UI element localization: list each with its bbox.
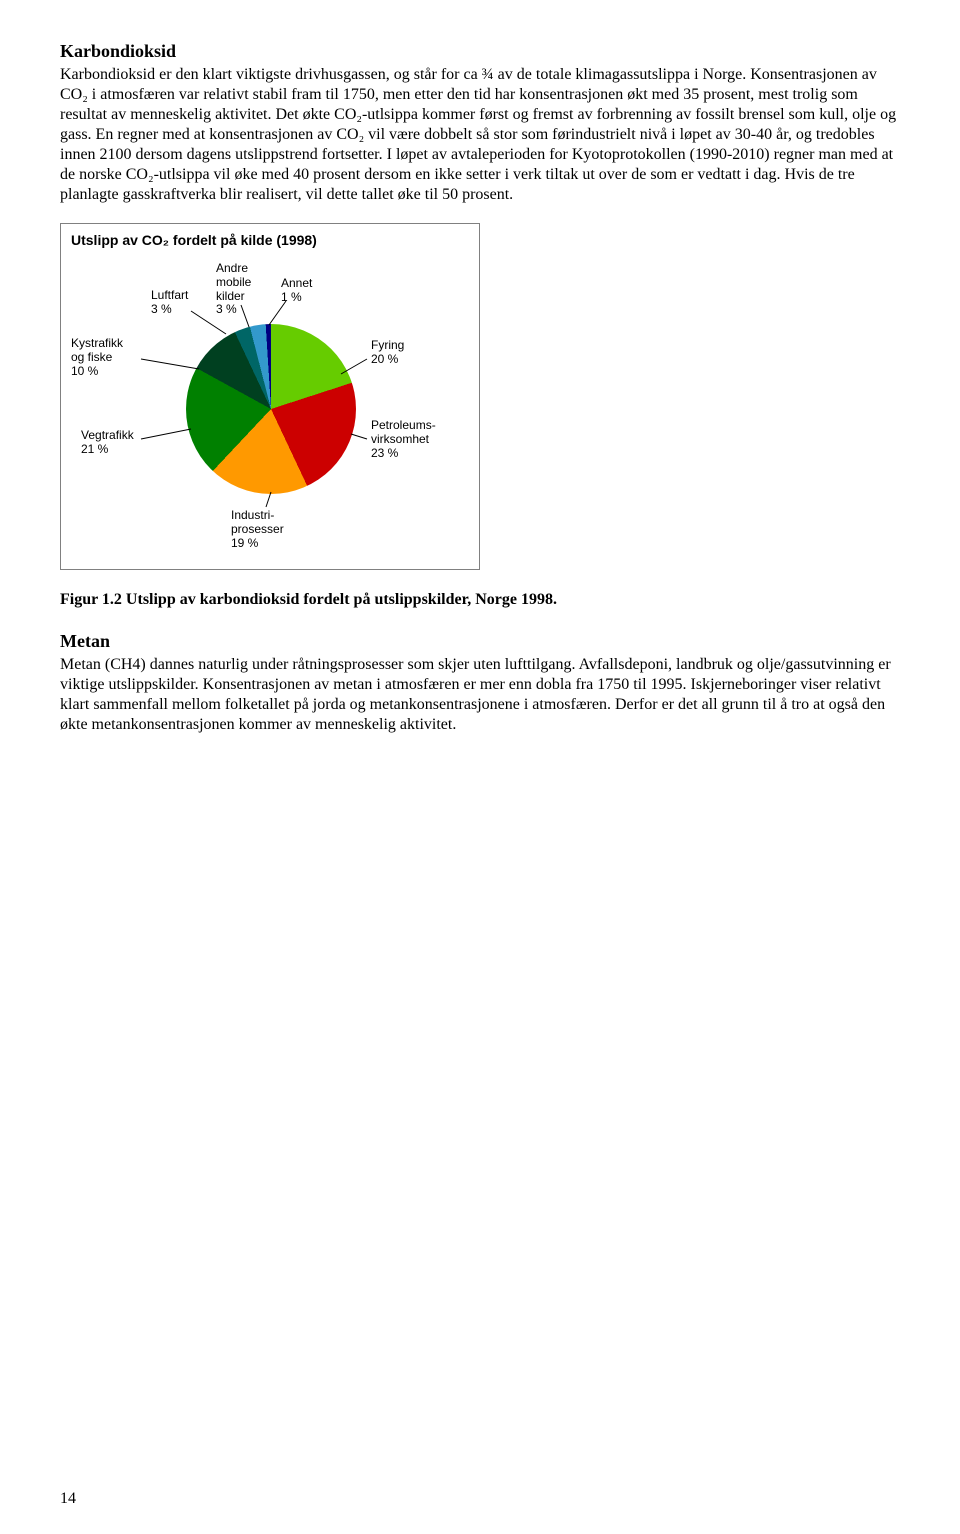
chart-title: Utslipp av CO₂ fordelt på kilde (1998): [71, 232, 469, 250]
pie-graphic: [186, 324, 356, 494]
figure-caption: Figur 1.2 Utslipp av karbondioksid forde…: [60, 590, 900, 610]
pie-slice-label: Annet1 %: [281, 277, 312, 305]
pie-slice-label: Vegtrafikk21 %: [81, 429, 134, 457]
section-heading-metan: Metan: [60, 630, 900, 653]
section-heading-karbondioksid: Karbondioksid: [60, 40, 900, 63]
figure-box: Utslipp av CO₂ fordelt på kilde (1998) F…: [60, 223, 480, 571]
pie-slice-label: Kystrafikkog fiske10 %: [71, 337, 123, 378]
paragraph-karbondioksid: Karbondioksid er den klart viktigste dri…: [60, 65, 900, 205]
pie-slice-label: Andremobilekilder3 %: [216, 262, 251, 317]
pie-slice-label: Industri-prosesser19 %: [231, 509, 284, 550]
page-number: 14: [60, 1489, 76, 1509]
paragraph-metan: Metan (CH4) dannes naturlig under råtnin…: [60, 655, 900, 735]
pie-slice-label: Petroleums-virksomhet23 %: [371, 419, 436, 460]
pie-slice-label: Luftfart3 %: [151, 289, 188, 317]
pie-slice-label: Fyring20 %: [371, 339, 404, 367]
pie-chart: Fyring20 % Petroleums-virksomhet23 % Indus…: [71, 259, 471, 559]
